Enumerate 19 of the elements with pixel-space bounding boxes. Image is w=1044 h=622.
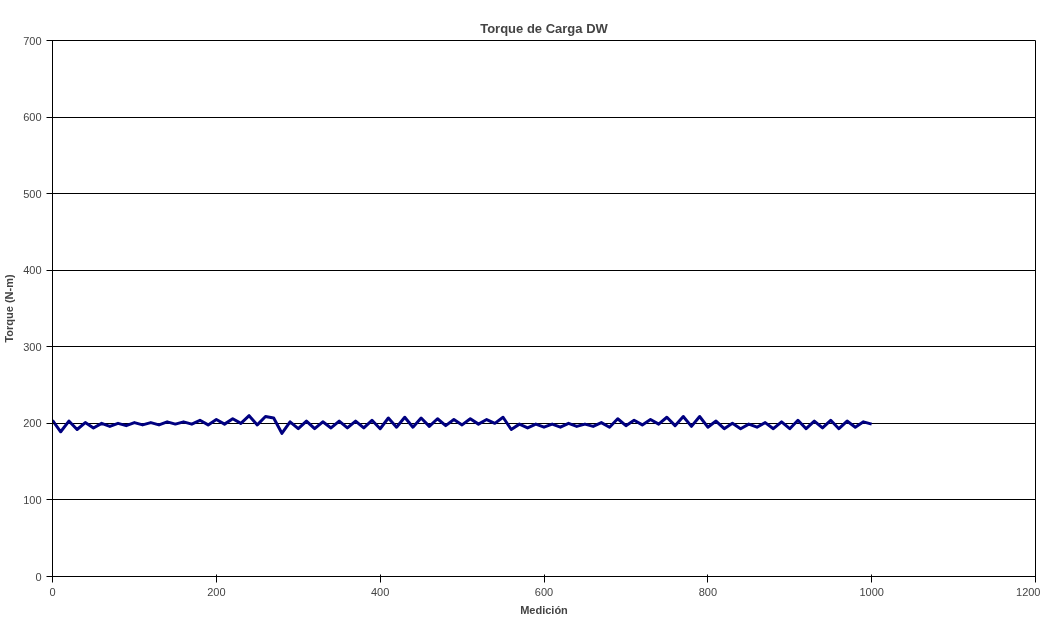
y-tick-label: 500 [23,187,42,200]
y-tick-label: 400 [23,264,42,277]
y-tick-label: 200 [23,417,42,430]
chart-title: Torque de Carga DW [480,20,609,36]
x-tick-label: 1200 [1016,585,1041,598]
x-tick-label: 800 [698,585,718,598]
x-tick-label: 600 [534,585,554,598]
x-tick-label: 1000 [859,585,884,598]
line-series [52,414,874,435]
y-tick-label: 700 [23,34,42,47]
y-tick-label: 300 [23,340,42,353]
x-tick-label: 200 [207,585,226,598]
y-tick-label: 600 [23,111,42,124]
y-tick-label: 0 [35,570,42,583]
x-tick-label: 0 [49,585,56,598]
y-tick-label: 100 [23,493,42,506]
x-tick-label: 400 [370,585,390,598]
x-axis-title: Medición [520,603,569,616]
y-axis-title: Torque (N-m) [3,274,16,343]
